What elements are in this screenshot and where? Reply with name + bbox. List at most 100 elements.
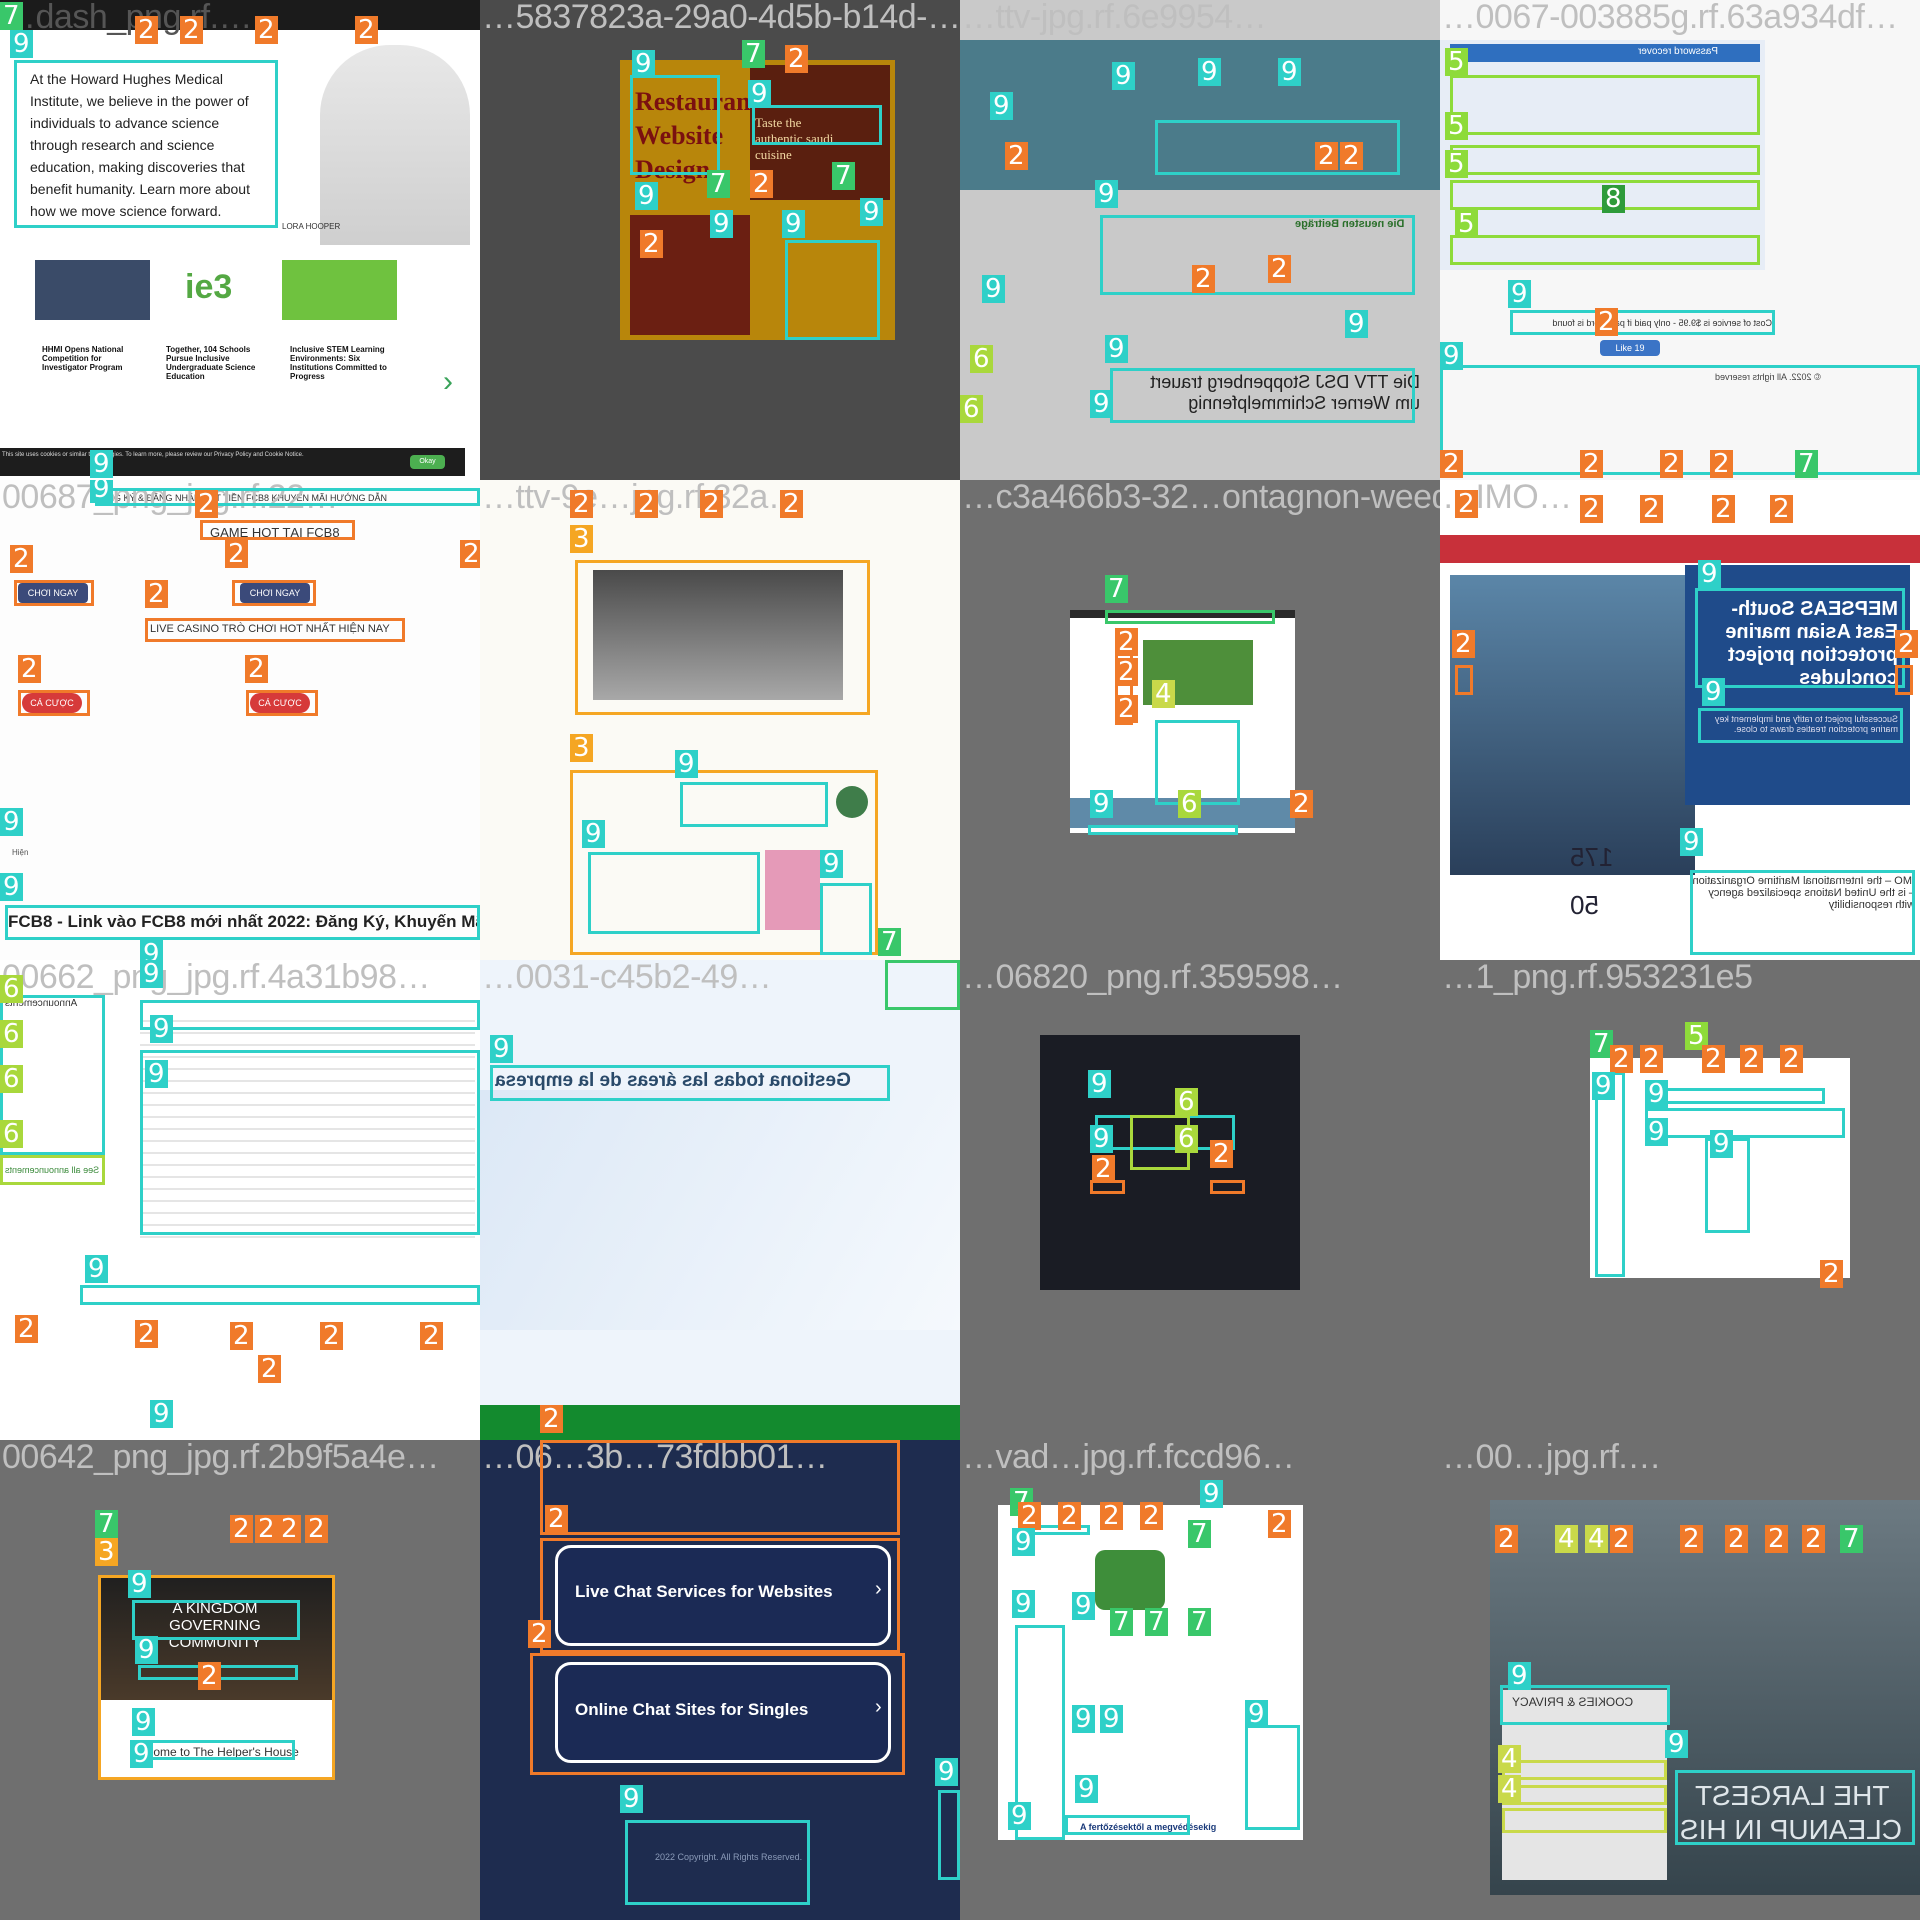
ca-cuoc-button-2[interactable]: CÁ CƯỢC	[250, 693, 310, 713]
label-7: 7	[1188, 1520, 1211, 1548]
bbox-right-col	[1245, 1725, 1300, 1830]
cookie-text: This site uses cookies or similar techno…	[2, 452, 304, 458]
bbox-top-item	[540, 1440, 900, 1535]
like-button[interactable]: Like 19	[1600, 340, 1660, 356]
portrait-caption: LORA HOOPER	[282, 222, 341, 231]
page-body	[1590, 1058, 1850, 1278]
label-6: 6	[1175, 1088, 1198, 1116]
label-2: 2	[1268, 1510, 1291, 1538]
bbox-text-block	[14, 60, 278, 228]
label-9: 9	[1698, 560, 1721, 588]
live-chat-button[interactable]	[555, 1545, 891, 1646]
bbox-gallery	[785, 240, 880, 340]
bbox-choi-ngay-1	[14, 580, 94, 606]
bbox-heading	[132, 1600, 300, 1640]
label-9: 9	[1090, 390, 1113, 418]
card-image-3	[282, 260, 397, 320]
card-title-2[interactable]: Together, 104 Schools Pursue Inclusive U…	[166, 345, 256, 381]
bbox-game-hot	[200, 520, 355, 540]
label-9: 9	[1645, 1118, 1668, 1146]
label-9: 9	[1090, 790, 1113, 818]
bbox-logo	[885, 960, 960, 1010]
cookie-okay-button[interactable]: Okay	[410, 455, 445, 469]
choi-ngay-button-2[interactable]: CHƠI NGAY	[240, 583, 310, 603]
label-7: 7	[95, 1510, 118, 1538]
label-2: 2	[1640, 495, 1663, 523]
label-2: 2	[1610, 1525, 1633, 1553]
label-9: 9	[1072, 1592, 1095, 1620]
bbox-cost	[1510, 310, 1775, 335]
bbox-heading	[490, 1065, 890, 1101]
label-6: 6	[970, 345, 993, 373]
choi-ngay-button-1[interactable]: CHƠI NGAY	[18, 583, 88, 603]
bbox-option-1	[1502, 1760, 1667, 1780]
welcome-text: elcome to The Helper's House	[138, 1745, 299, 1759]
show-link[interactable]: Hiện	[12, 848, 29, 857]
label-6: 6	[1178, 790, 1201, 818]
label-6: 6	[0, 975, 23, 1003]
label-9: 9	[1008, 1802, 1031, 1830]
online-chat-button[interactable]	[555, 1662, 891, 1763]
label-2: 2	[420, 1322, 443, 1350]
label-2: 2	[1580, 495, 1603, 523]
tile-shop: …vad…jpg.rf.fccd96… A fertőzésektől a me…	[960, 1440, 1440, 1920]
tile-id: 00687_png_jpg.rf.22…	[2, 480, 338, 516]
tile-hotel: …ttv-9e…jpg.rf.32a… 7 2 2 2 2 3 3 9 9 9 …	[480, 480, 960, 960]
tile-password: Password recover Cost of service is $9.9…	[1440, 0, 1920, 480]
label-2: 2	[1610, 1045, 1633, 1073]
bbox-headline	[1675, 1770, 1915, 1845]
tile-small-site: …c3a466b3-32…ontagnon-weed… 7 2 2 4 2 9 …	[960, 480, 1440, 960]
stat-50: 50	[1570, 890, 1599, 920]
label-2: 2	[1290, 790, 1313, 818]
ca-cuoc-button-1[interactable]: CÁ CƯỢC	[22, 693, 82, 713]
label-9: 9	[145, 1060, 168, 1088]
card-image-1	[35, 260, 150, 320]
label-2: 2	[1770, 495, 1793, 523]
bbox-live	[145, 618, 405, 642]
label-3: 3	[570, 525, 593, 553]
label-9: 9	[990, 92, 1013, 120]
label-6: 6	[0, 1065, 23, 1093]
bbox-option-2	[1502, 1785, 1667, 1805]
bbox-hero	[575, 560, 870, 715]
next-arrow-icon[interactable]: ›	[443, 365, 453, 398]
stat-175: 175	[1570, 842, 1614, 872]
tile-gestiona: …0031-c45b2-49… Gestiona todas las áreas…	[480, 960, 960, 1440]
label-9: 9	[140, 960, 163, 988]
label-9: 9	[1592, 1072, 1615, 1100]
label-4: 4	[1555, 1525, 1578, 1553]
tile-hhmi: At the Howard Hughes Medical Institute, …	[0, 0, 480, 480]
label-9: 9	[982, 275, 1005, 303]
bbox-option-3	[1502, 1808, 1667, 1833]
label-9: 9	[1508, 1662, 1531, 1690]
tile-id: …06…3b…73fdbb01…	[482, 1440, 828, 1476]
bbox-footer	[625, 1820, 810, 1905]
label-2: 2	[198, 1662, 221, 1690]
pink-flowers-photo	[765, 850, 820, 930]
card-title-3[interactable]: Inclusive STEM Learning Environments: Si…	[290, 345, 387, 381]
text-lines	[140, 1010, 475, 1240]
bbox-live-chat	[540, 1538, 900, 1653]
bbox-title	[1655, 1088, 1825, 1104]
top-menu[interactable]: ĐĂNG KÝ & ĐĂNG NHẬP RÚT TIỀN FCB8 KHUYẾN…	[95, 493, 387, 503]
hotel-photo	[593, 570, 843, 700]
bbox-button-2	[1210, 1180, 1245, 1194]
label-8: 8	[1602, 185, 1625, 213]
card-title-1[interactable]: HHMI Opens National Competition for Inve…	[42, 345, 124, 372]
copyright-text: 2022 Copyright. All Rights Reserved.	[655, 1852, 803, 1862]
label-9: 9	[10, 30, 33, 58]
label-9: 9	[1198, 58, 1221, 86]
green-leaf-icon	[836, 786, 868, 818]
label-7: 7	[707, 170, 730, 198]
live-casino-heading: LIVE CASINO TRÒ CHƠI HOT NHẤT HIỆN NAY	[150, 623, 390, 635]
bbox-ca-cuoc-1	[18, 690, 90, 716]
label-9: 9	[135, 1636, 158, 1664]
chevron-right-icon: ›	[875, 1696, 882, 1718]
label-2: 2	[700, 490, 723, 518]
label-2: 2	[1115, 658, 1138, 686]
top-nav-bar	[0, 0, 480, 30]
label-2: 2	[255, 16, 278, 44]
chevron-right-icon: ›	[875, 1578, 882, 1600]
label-9: 9	[1095, 180, 1118, 208]
label-2: 2	[355, 16, 378, 44]
